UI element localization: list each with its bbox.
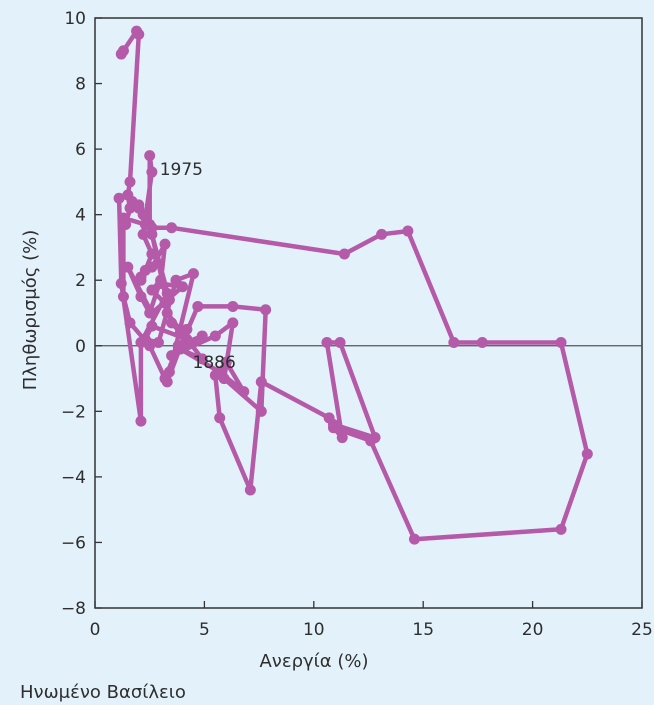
x-tick-label: 20 [522,620,544,640]
data-point [255,376,267,388]
x-tick-label: 5 [199,620,210,640]
annotation-label: 1975 [160,160,203,180]
data-point [146,284,158,296]
annotations: 1975 1886 [160,160,236,373]
data-point [155,274,167,286]
data-point [255,405,267,417]
data-point [152,337,164,348]
data-point [146,320,158,332]
data-point [196,353,208,365]
y-axis-label: Πληθωρισμός (%) [20,230,41,391]
data-point [135,337,147,348]
data-point [144,307,156,319]
data-point [146,248,158,260]
data-point [192,300,204,312]
data-point [122,261,134,273]
y-tick-label: −6 [61,533,86,553]
data-point [135,291,147,303]
x-tick-label: 25 [631,620,653,640]
x-axis-ticks: 0 5 10 15 20 25 [90,601,653,640]
data-point [321,337,333,348]
data-point [135,271,147,283]
data-point [170,274,182,286]
data-point [196,330,208,342]
annotation-label: 1886 [193,353,236,373]
data-point [334,337,346,348]
y-axis-ticks: −8 −6 −4 −2 0 2 4 6 8 10 [61,9,102,619]
data-point [476,337,488,348]
y-tick-label: 8 [75,75,86,95]
data-point [209,330,221,342]
x-tick-label: 15 [412,620,434,640]
x-tick-label: 10 [303,620,325,640]
data-point [181,333,193,345]
data-point [117,212,129,224]
data-point [187,268,199,280]
y-tick-label: −2 [61,402,86,422]
data-point [555,523,567,535]
data-point [137,209,149,221]
data-point [166,317,178,329]
data-point [117,45,129,57]
data-point [338,248,350,260]
y-tick-label: 4 [75,206,86,226]
data-point [161,287,173,299]
data-point [146,222,158,234]
data-point [137,228,149,240]
data-point [115,278,127,289]
data-point [161,307,173,319]
data-point [227,300,239,312]
data-point [238,386,250,398]
data-point [146,166,158,178]
data-point [408,533,420,545]
data-point [135,415,147,427]
data-point [214,366,226,378]
x-axis-label: Ανεργία (%) [259,651,368,672]
data-point [174,343,186,355]
data-point [376,228,388,240]
y-tick-label: −8 [61,599,86,619]
data-point [402,225,414,237]
data-point [555,337,567,348]
data-point [336,432,348,444]
data-point [220,356,232,368]
plot-area [94,17,643,609]
data-point [166,350,178,362]
data-point [159,373,171,385]
series-line [116,28,590,542]
data-point [144,340,156,352]
data-point [260,304,272,316]
data-point [124,176,136,188]
data-point [244,484,256,496]
data-point [369,432,381,444]
data-point [214,412,226,424]
data-point [113,192,125,204]
data-point [166,222,178,234]
data-point [448,337,460,348]
data-point [181,323,193,335]
data-point [581,448,593,460]
series-points [113,25,593,545]
y-tick-label: −4 [61,468,86,488]
y-tick-label: 0 [75,337,86,357]
data-point [124,317,136,329]
x-tick-label: 0 [90,620,101,640]
data-point [117,291,129,303]
data-point [144,150,156,162]
footer-label: Ηνωμένο Βασίλειο [20,682,186,703]
data-point [133,28,145,40]
y-tick-label: 6 [75,140,86,160]
data-point [159,238,171,250]
data-point [227,317,239,329]
data-point [323,412,335,424]
y-tick-label: 10 [64,9,86,29]
data-point [146,261,158,273]
y-tick-label: 2 [75,271,86,291]
